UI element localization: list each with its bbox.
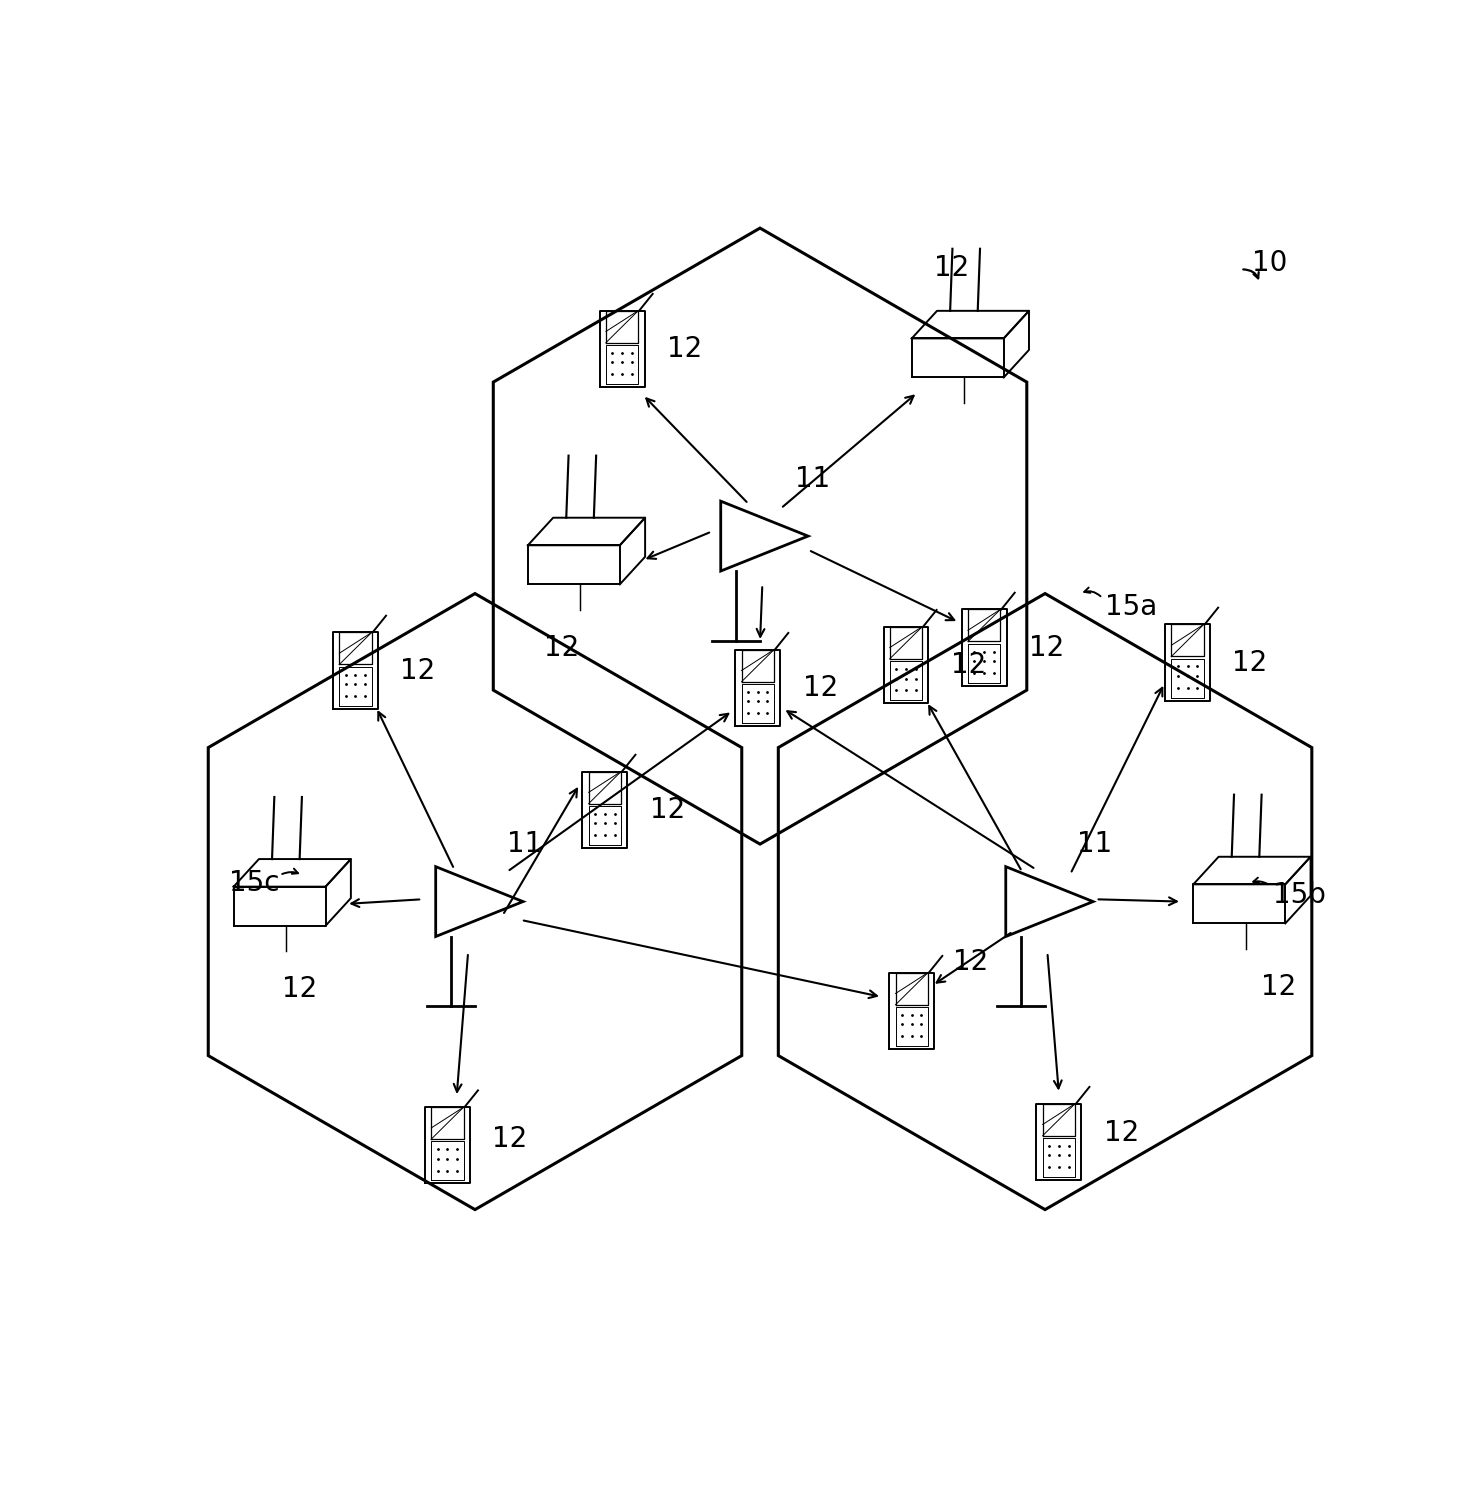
Text: 15c: 15c	[228, 870, 280, 898]
Text: 12: 12	[954, 949, 988, 977]
Text: 11: 11	[507, 831, 543, 858]
Text: 15a: 15a	[1105, 593, 1157, 622]
Text: 12: 12	[951, 651, 986, 678]
Text: 12: 12	[1232, 648, 1268, 677]
Text: 12: 12	[544, 633, 580, 662]
Text: 12: 12	[400, 656, 436, 684]
Text: 12: 12	[802, 674, 838, 702]
Text: 15b: 15b	[1272, 880, 1326, 908]
Text: 12: 12	[934, 254, 968, 282]
Text: 11: 11	[795, 465, 830, 493]
Text: 12: 12	[1261, 973, 1296, 1001]
Text: 10: 10	[1252, 248, 1287, 276]
Text: 12: 12	[667, 335, 701, 363]
Text: 12: 12	[1103, 1119, 1139, 1146]
Text: 12: 12	[492, 1125, 528, 1153]
Text: 11: 11	[1077, 831, 1112, 858]
Text: 12: 12	[1029, 633, 1065, 662]
Text: 12: 12	[650, 796, 685, 823]
Text: 12: 12	[282, 976, 317, 1002]
